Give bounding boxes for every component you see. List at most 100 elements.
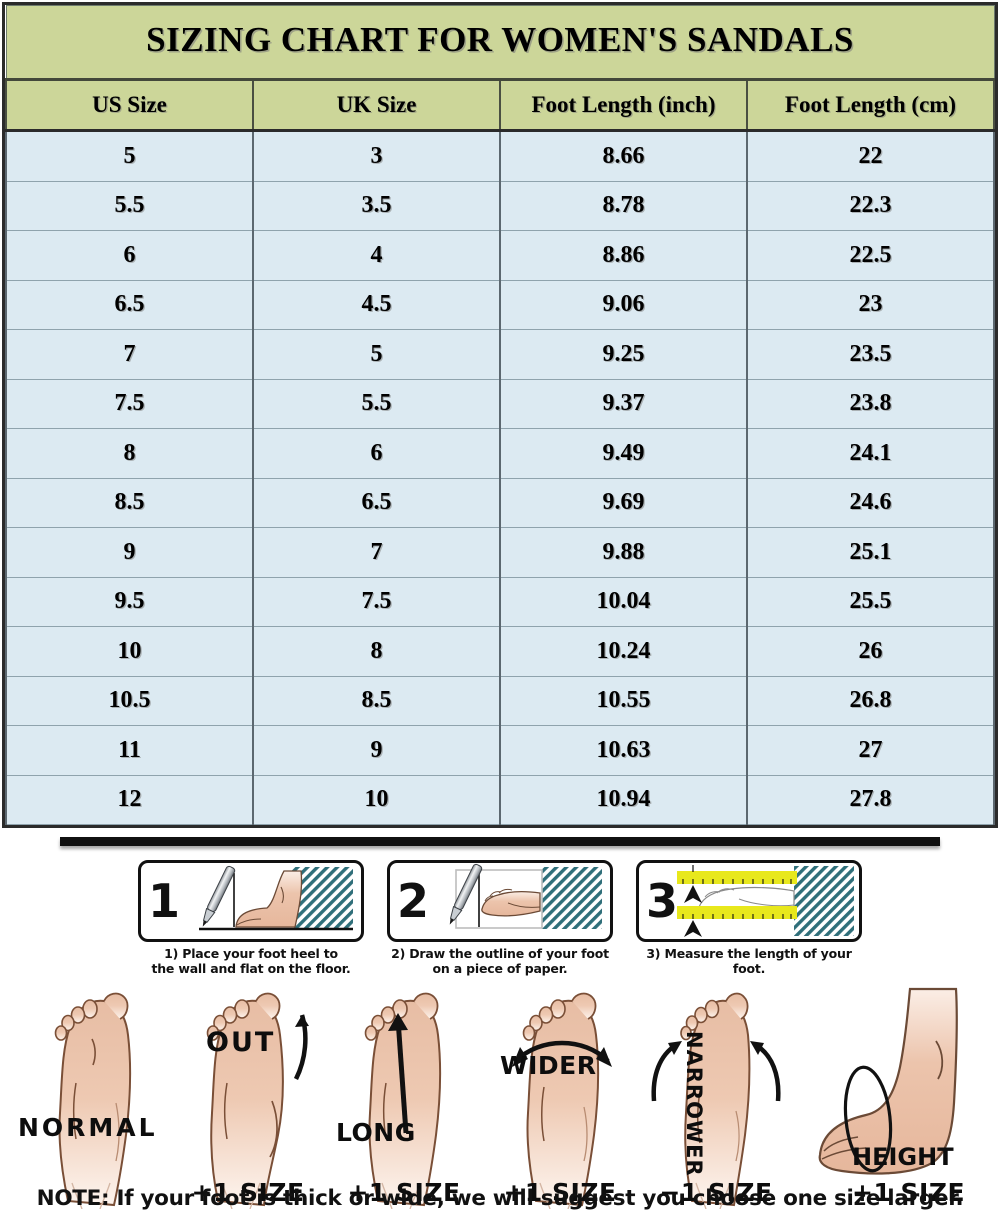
cell-us-size: 7.5 — [5, 378, 254, 429]
step-3-illustration: 3 — [636, 860, 862, 942]
instep-circle-icon — [843, 1065, 893, 1172]
size-tag-height: +1 SIZE — [852, 1177, 966, 1207]
cell-length-inch: 10.94 — [499, 774, 748, 825]
cell-us-size: 8 — [5, 428, 254, 479]
page-title: SIZING CHART FOR WOMEN'S SANDALS — [5, 5, 995, 81]
table-row: 10 8 10.24 26 — [5, 626, 995, 677]
step-number: 2 — [397, 874, 430, 928]
cell-us-size: 6 — [5, 230, 254, 281]
step-2-caption-line1: 2) Draw the outline of your foot — [391, 946, 609, 961]
cell-length-inch: 8.66 — [499, 130, 748, 182]
cell-uk-size: 5.5 — [252, 378, 501, 429]
cell-length-cm: 26 — [746, 626, 995, 677]
sole-narrower-icon — [651, 992, 781, 1209]
cell-length-inch: 9.69 — [499, 477, 748, 528]
table-row: 6 4 8.86 22.5 — [5, 230, 995, 281]
step-1-caption-line2: the wall and flat on the floor. — [151, 961, 351, 977]
step-number: 1 — [148, 874, 181, 928]
sole-wider-icon — [512, 992, 612, 1209]
table-row: 10.5 8.5 10.55 26.8 — [5, 675, 995, 726]
cell-us-size: 7 — [5, 329, 254, 380]
cell-length-inch: 10.63 — [499, 725, 748, 776]
cell-us-size: 6.5 — [5, 279, 254, 330]
footer-note: NOTE: If your foot is thick or wide, we … — [36, 1186, 964, 1211]
table-row: 9 7 9.88 25.1 — [5, 527, 995, 578]
cell-length-inch: 8.78 — [499, 180, 748, 231]
step-3: 3 — [636, 860, 862, 977]
cell-uk-size: 4 — [252, 230, 501, 281]
foot-side-wall-icon — [199, 865, 353, 931]
cell-length-cm: 25.5 — [746, 576, 995, 627]
measurement-steps: 1 1) Place your foot heel to the wall an… — [0, 860, 1000, 977]
cell-length-cm: 27.8 — [746, 774, 995, 825]
cell-length-cm: 27 — [746, 725, 995, 776]
cell-length-cm: 24.1 — [746, 428, 995, 479]
foot-label-long: LONG — [336, 1117, 416, 1147]
table-row: 7.5 5.5 9.37 23.8 — [5, 378, 995, 429]
table-row: 7 5 9.25 23.5 — [5, 329, 995, 380]
cell-length-cm: 25.1 — [746, 527, 995, 578]
cell-us-size: 11 — [5, 725, 254, 776]
cell-length-inch: 10.55 — [499, 675, 748, 726]
cell-length-cm: 24.6 — [746, 477, 995, 528]
section-divider — [60, 837, 940, 846]
foot-label-normal: NORMAL — [18, 1112, 158, 1142]
sizing-table: SIZING CHART FOR WOMEN'S SANDALS US Size… — [5, 5, 995, 825]
cell-uk-size: 3.5 — [252, 180, 501, 231]
step-3-caption: 3) Measure the length of your foot. — [636, 946, 862, 977]
table-title-row: SIZING CHART FOR WOMEN'S SANDALS — [5, 5, 995, 81]
cell-length-cm: 23 — [746, 279, 995, 330]
double-arrow-wider-icon — [512, 1040, 612, 1067]
sole-long-icon — [364, 992, 442, 1209]
cell-uk-size: 8 — [252, 626, 501, 677]
cell-us-size: 9 — [5, 527, 254, 578]
column-header-foot-length-inch: Foot Length (inch) — [499, 79, 748, 132]
foot-outline-paper-icon — [449, 863, 602, 929]
cell-length-cm: 23.8 — [746, 378, 995, 429]
cell-us-size: 5 — [5, 130, 254, 182]
table-row: 11 9 10.63 27 — [5, 725, 995, 776]
cell-uk-size: 10 — [252, 774, 501, 825]
cell-us-size: 12 — [5, 774, 254, 825]
arrow-long-icon — [388, 1012, 409, 1133]
cell-length-inch: 9.49 — [499, 428, 748, 479]
sizing-table-container: SIZING CHART FOR WOMEN'S SANDALS US Size… — [2, 2, 998, 828]
table-header-row: US Size UK Size Foot Length (inch) Foot … — [5, 79, 995, 132]
step-2-caption: 2) Draw the outline of your foot on a pi… — [387, 946, 613, 977]
cell-length-inch: 8.86 — [499, 230, 748, 281]
cell-uk-size: 5 — [252, 329, 501, 380]
foot-diagram-normal: NORMAL — [16, 983, 168, 1209]
size-tag-wider: +1 SIZE — [503, 1177, 617, 1207]
cell-us-size: 9.5 — [5, 576, 254, 627]
column-header-us-size: US Size — [5, 79, 254, 132]
sole-out-icon — [206, 992, 309, 1209]
cell-uk-size: 9 — [252, 725, 501, 776]
table-row: 5 3 8.66 22 — [5, 130, 995, 182]
cell-length-cm: 22.5 — [746, 230, 995, 281]
foot-side-height-icon — [818, 987, 958, 1175]
column-header-uk-size: UK Size — [252, 79, 501, 132]
step-number: 3 — [646, 874, 679, 928]
step-2-caption-line2: on a piece of paper. — [432, 961, 568, 977]
size-tag-long: +1 SIZE — [347, 1177, 461, 1207]
cell-us-size: 10.5 — [5, 675, 254, 726]
foot-label-wider: WIDER — [500, 1050, 597, 1080]
cell-uk-size: 6 — [252, 428, 501, 479]
foot-label-narrower: NARROWER — [682, 1030, 706, 1177]
cell-length-cm: 22.3 — [746, 180, 995, 231]
cell-uk-size: 4.5 — [252, 279, 501, 330]
cell-length-cm: 23.5 — [746, 329, 995, 380]
cell-us-size: 10 — [5, 626, 254, 677]
curved-arrow-out-icon — [293, 1013, 309, 1080]
step-1-illustration: 1 — [138, 860, 364, 942]
cell-length-inch: 10.24 — [499, 626, 748, 677]
foot-label-out: OUT — [206, 1026, 276, 1058]
sole-normal-icon — [54, 992, 132, 1209]
cell-length-inch: 9.88 — [499, 527, 748, 578]
cell-length-cm: 22 — [746, 130, 995, 182]
size-tag-out: +1 SIZE — [191, 1177, 305, 1207]
foot-diagram-out: OUT +1 SIZE — [172, 983, 324, 1209]
table-row: 8 6 9.49 24.1 — [5, 428, 995, 479]
cell-length-inch: 9.25 — [499, 329, 748, 380]
cell-uk-size: 7 — [252, 527, 501, 578]
